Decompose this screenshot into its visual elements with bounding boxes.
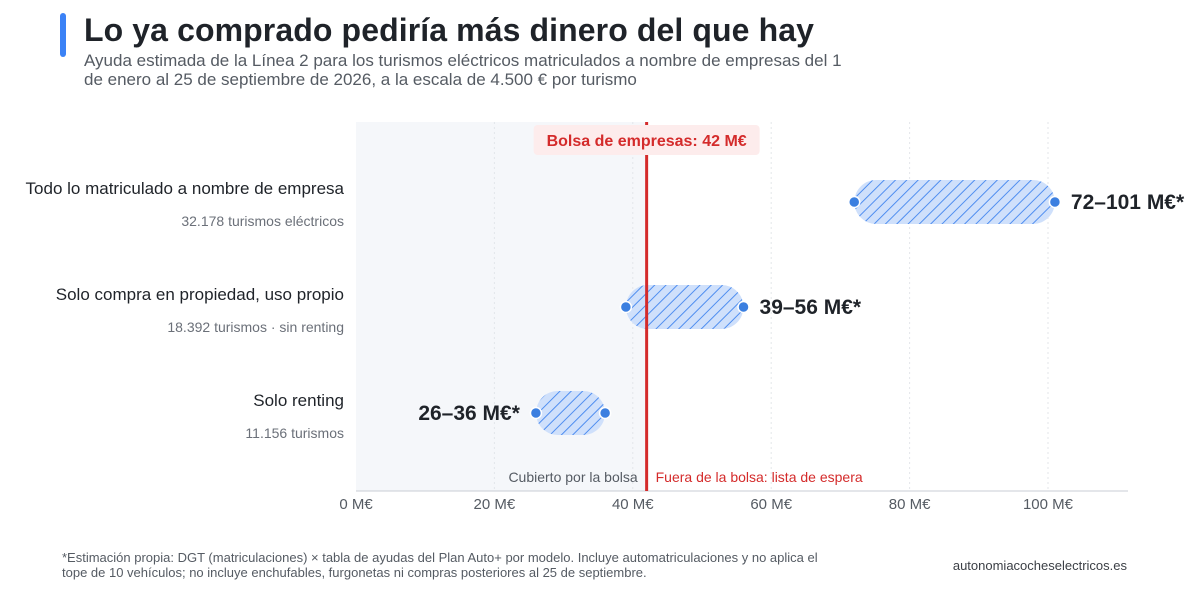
chart-subtitle: Ayuda estimada de la Línea 2 para los tu… <box>84 51 842 89</box>
x-tick-label: 20 M€ <box>474 496 516 513</box>
x-tick-label: 80 M€ <box>889 496 931 513</box>
range-value-label: 26–36 M€* <box>418 402 520 425</box>
range-value-label: 39–56 M€* <box>760 296 862 319</box>
range-low-point <box>847 195 861 209</box>
range-bar <box>625 285 744 329</box>
x-tick-label: 100 M€ <box>1023 496 1074 513</box>
row-sublabel-renting: 11.156 turismos <box>245 425 344 441</box>
range-high-point <box>1048 195 1062 209</box>
covered-zone <box>356 122 647 491</box>
range-low-point <box>529 406 543 420</box>
x-tick-label: 60 M€ <box>750 496 792 513</box>
row-label-renting: Solo renting <box>253 391 344 410</box>
range-value-label: 72–101 M€* <box>1071 191 1185 214</box>
x-tick-label: 0 M€ <box>339 496 373 513</box>
range-low-point <box>619 300 633 314</box>
row-sublabel-todo: 32.178 turismos eléctricos <box>181 213 344 229</box>
row-label-todo: Todo lo matriculado a nombre de empresa <box>25 179 344 198</box>
title-accent-bar <box>60 13 66 57</box>
range-high-point <box>737 300 750 314</box>
range-bar <box>535 391 606 435</box>
footnote: *Estimación propia: DGT (matriculaciones… <box>62 550 818 580</box>
x-tick-label: 40 M€ <box>612 496 654 513</box>
covered-zone-label: Cubierto por la bolsa <box>508 469 637 485</box>
source-credit: autonomiacocheselectricos.es <box>952 558 1127 573</box>
reference-label: Bolsa de empresas: 42 M€ <box>547 133 747 150</box>
row-sublabel-propiedad: 18.392 turismos · sin renting <box>167 319 344 335</box>
range-high-point <box>598 406 612 420</box>
range-bar <box>854 180 1055 224</box>
row-label-propiedad: Solo compra en propiedad, uso propio <box>55 285 344 304</box>
reference-label-background <box>533 125 760 155</box>
outside-zone-label: Fuera de la bolsa: lista de espera <box>656 469 863 485</box>
chart-title: Lo ya comprado pediría más dinero del qu… <box>84 12 815 48</box>
